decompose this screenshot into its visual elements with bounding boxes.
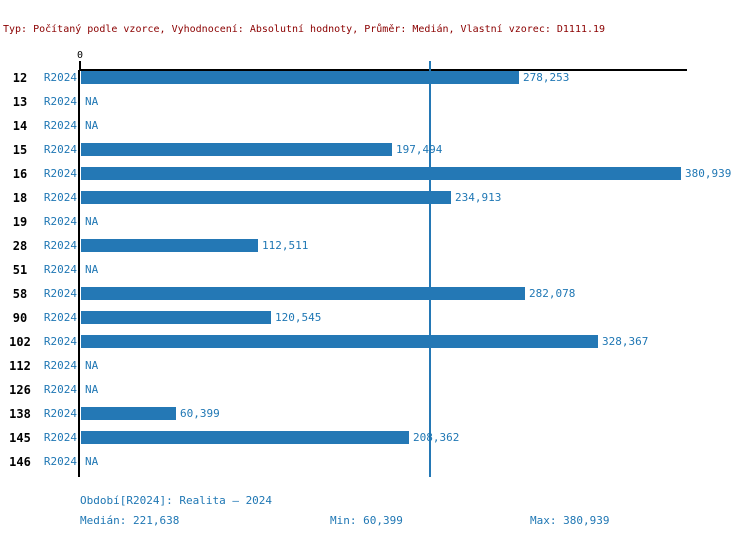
row-category-label: 14 (12, 119, 28, 133)
chart-row: 145 R2024 208,362 (0, 426, 750, 450)
row-period-label: R2024 (43, 95, 77, 108)
row-period-label: R2024 (43, 215, 77, 228)
row-category-label: 126 (9, 383, 31, 397)
row-period-label: R2024 (43, 335, 77, 348)
chart-row: 112 R2024 NA (0, 354, 750, 378)
chart-row: 14 R2024 NA (0, 114, 750, 138)
row-category-label: 15 (12, 143, 28, 157)
bar (81, 311, 271, 324)
row-period-label: R2024 (43, 431, 77, 444)
median-stat: Medián: 221,638 (80, 514, 180, 527)
bar-value-label: 208,362 (413, 431, 460, 444)
na-label: NA (85, 215, 99, 228)
bar (81, 167, 681, 180)
row-category-label: 51 (12, 263, 28, 277)
na-label: NA (85, 119, 99, 132)
y-axis-line (78, 70, 80, 477)
bar (81, 239, 258, 252)
chart-config-header: Typ: Počítaný podle vzorce, Vyhodnocení:… (3, 24, 606, 35)
bar-value-label: 197,494 (396, 143, 443, 156)
x-axis-line (80, 69, 687, 71)
chart-row: 28 R2024 112,511 (0, 234, 750, 258)
row-category-label: 58 (12, 287, 28, 301)
bar (81, 431, 409, 444)
bar (81, 71, 519, 84)
max-stat: Max: 380,939 (530, 514, 610, 527)
bar (81, 191, 451, 204)
median-reference-line (429, 61, 431, 477)
row-category-label: 90 (12, 311, 28, 325)
chart-row: 18 R2024 234,913 (0, 186, 750, 210)
na-label: NA (85, 95, 99, 108)
row-category-label: 28 (12, 239, 28, 253)
bar-value-label: 282,078 (529, 287, 576, 300)
chart-row: 146 R2024 NA (0, 450, 750, 474)
na-label: NA (85, 383, 99, 396)
bar (81, 287, 525, 300)
bar-value-label: 380,939 (685, 167, 732, 180)
row-category-label: 13 (12, 95, 28, 109)
bar-value-label: 278,253 (523, 71, 570, 84)
row-period-label: R2024 (43, 239, 77, 252)
bar (81, 143, 392, 156)
chart-row: 19 R2024 NA (0, 210, 750, 234)
row-period-label: R2024 (43, 455, 77, 468)
row-period-label: R2024 (43, 407, 77, 420)
row-category-label: 16 (12, 167, 28, 181)
na-label: NA (85, 359, 99, 372)
na-label: NA (85, 455, 99, 468)
bar (81, 335, 598, 348)
row-period-label: R2024 (43, 383, 77, 396)
chart-row: 126 R2024 NA (0, 378, 750, 402)
chart-row: 138 R2024 60,399 (0, 402, 750, 426)
row-category-label: 138 (9, 407, 31, 421)
row-category-label: 145 (9, 431, 31, 445)
x-axis-zero-label: 0 (76, 50, 84, 61)
row-category-label: 102 (9, 335, 31, 349)
na-label: NA (85, 263, 99, 276)
period-info: Období[R2024]: Realita – 2024 (80, 494, 273, 507)
row-category-label: 12 (12, 71, 28, 85)
bar-value-label: 328,367 (602, 335, 649, 348)
chart-row: 16 R2024 380,939 (0, 162, 750, 186)
chart-row: 13 R2024 NA (0, 90, 750, 114)
bar-value-label: 60,399 (180, 407, 220, 420)
row-period-label: R2024 (43, 119, 77, 132)
bar-value-label: 120,545 (275, 311, 322, 324)
row-category-label: 146 (9, 455, 31, 469)
row-period-label: R2024 (43, 71, 77, 84)
row-period-label: R2024 (43, 167, 77, 180)
row-category-label: 18 (12, 191, 28, 205)
row-period-label: R2024 (43, 263, 77, 276)
row-category-label: 112 (9, 359, 31, 373)
row-category-label: 19 (12, 215, 28, 229)
min-stat: Min: 60,399 (330, 514, 403, 527)
chart-row: 90 R2024 120,545 (0, 306, 750, 330)
bar-value-label: 234,913 (455, 191, 502, 204)
chart-row: 102 R2024 328,367 (0, 330, 750, 354)
bar (81, 407, 176, 420)
row-period-label: R2024 (43, 191, 77, 204)
x-axis-tick (79, 61, 81, 70)
chart-row: 12 R2024 278,253 (0, 66, 750, 90)
chart-row: 51 R2024 NA (0, 258, 750, 282)
bar-value-label: 112,511 (262, 239, 309, 252)
row-period-label: R2024 (43, 287, 77, 300)
row-period-label: R2024 (43, 359, 77, 372)
row-period-label: R2024 (43, 143, 77, 156)
chart-row: 15 R2024 197,494 (0, 138, 750, 162)
chart-row: 58 R2024 282,078 (0, 282, 750, 306)
row-period-label: R2024 (43, 311, 77, 324)
